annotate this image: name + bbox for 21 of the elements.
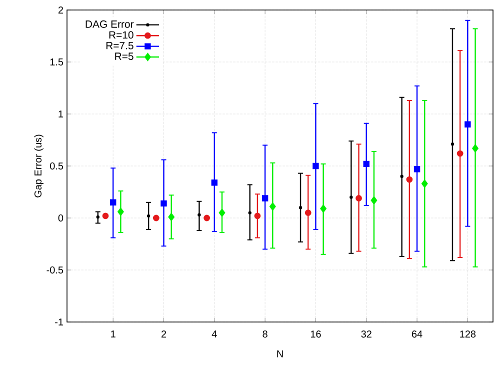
legend-label: R=10 xyxy=(109,31,134,39)
x-axis-title: N xyxy=(277,350,283,358)
y-tick-label: 1.5 xyxy=(50,58,64,66)
y-axis-title: Gap Error (us) xyxy=(34,134,44,198)
legend-label: R=5 xyxy=(115,52,134,60)
y-tick-label: 1 xyxy=(58,110,64,118)
x-tick-label: 4 xyxy=(212,330,217,338)
y-tick-label: 2 xyxy=(58,6,63,14)
y-tick-label: 0.5 xyxy=(50,162,64,170)
x-tick-label: 8 xyxy=(262,330,268,338)
x-tick-label: 16 xyxy=(310,330,321,338)
x-tick-label: 32 xyxy=(361,330,372,338)
x-tick-label: 64 xyxy=(412,330,422,338)
x-tick-label: 2 xyxy=(161,330,166,338)
x-tick-label: 1 xyxy=(111,330,116,338)
y-tick-label: 0 xyxy=(58,214,64,222)
legend-label: DAG Error xyxy=(86,20,134,28)
y-tick-label: -0.5 xyxy=(46,266,64,274)
y-tick-label: -1 xyxy=(55,318,64,326)
x-tick-label: 128 xyxy=(460,330,476,338)
legend-label: R=7.5 xyxy=(106,42,134,50)
